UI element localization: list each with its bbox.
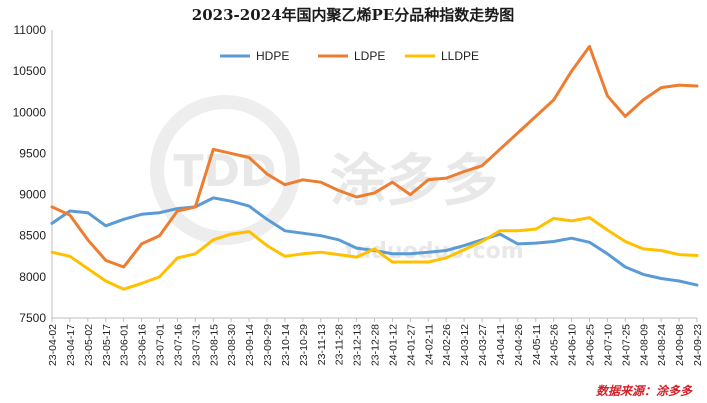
x-tick-label: 24-07-25 xyxy=(620,324,632,366)
x-tick-label: 23-04-02 xyxy=(47,324,59,366)
x-tick-label: 24-01-12 xyxy=(387,324,399,366)
axes: 7500 8000 8500 9000 9500 10000 10500 11000 23-04… xyxy=(13,23,704,366)
watermark-logo: TDD xyxy=(173,146,276,197)
x-tick-label: 24-06-25 xyxy=(585,324,597,366)
x-tick-label: 24-02-11 xyxy=(423,324,435,365)
y-tick-label: 8500 xyxy=(19,229,46,243)
x-tick-label: 24-07-10 xyxy=(602,324,614,366)
x-tick-label: 23-12-28 xyxy=(370,324,382,366)
y-tick-label: 10500 xyxy=(13,64,47,78)
x-tick-label: 24-03-12 xyxy=(459,324,471,366)
x-tick-label: 23-11-13 xyxy=(316,324,328,365)
x-tick-label: 23-11-28 xyxy=(334,324,346,365)
x-tick-label: 23-09-29 xyxy=(262,324,274,366)
x-tick-label: 24-02-26 xyxy=(441,324,453,366)
x-tick-label: 23-12-13 xyxy=(352,324,364,366)
x-tick-label: 23-08-30 xyxy=(226,324,238,366)
source-note: 数据来源：涂多多 xyxy=(596,384,693,398)
legend-hdpe-label: HDPE xyxy=(256,49,289,63)
x-tick-label: 23-08-15 xyxy=(208,324,220,366)
x-tick-label: 24-09-23 xyxy=(692,324,704,366)
x-tick-label: 24-01-27 xyxy=(405,324,417,366)
x-tick-label: 24-05-26 xyxy=(549,324,561,366)
y-tick-label: 9500 xyxy=(19,146,46,160)
series-line-lldpe xyxy=(50,216,699,291)
x-tick-label: 24-05-11 xyxy=(531,324,543,365)
x-tick-label: 24-04-26 xyxy=(513,324,525,366)
y-tick-label: 8000 xyxy=(19,270,46,284)
y-tick-label: 7500 xyxy=(19,311,46,325)
watermark: TDD 涂多多 tuduoduo.com xyxy=(150,95,524,264)
legend-ldpe-label: LDPE xyxy=(354,49,385,63)
y-tick-label: 9000 xyxy=(19,188,46,202)
legend: HDPE LDPE LLDPE xyxy=(220,49,479,63)
x-tick-label: 23-07-31 xyxy=(190,324,202,366)
series-line-ldpe xyxy=(50,45,699,269)
x-tick-label: 23-06-16 xyxy=(137,324,149,366)
x-tick-label: 23-10-14 xyxy=(280,324,292,366)
x-tick-label: 23-10-29 xyxy=(298,324,310,366)
y-tick-label: 11000 xyxy=(14,23,47,37)
series-layer xyxy=(50,45,699,291)
watermark-name: 涂多多 xyxy=(330,149,498,214)
x-tick-label: 24-04-11 xyxy=(495,324,507,365)
x-tick-label: 23-07-16 xyxy=(172,324,184,366)
x-tick-label: 23-07-01 xyxy=(155,324,167,366)
legend-lldpe-label: LLDPE xyxy=(441,49,479,63)
y-tick-label: 10000 xyxy=(13,105,47,119)
x-tick-label: 23-06-01 xyxy=(119,324,131,366)
x-tick-label: 23-09-14 xyxy=(244,324,256,366)
x-tick-label: 23-04-17 xyxy=(65,324,77,366)
x-tick-label: 24-06-10 xyxy=(567,324,579,366)
x-tick-label: 23-05-02 xyxy=(83,324,95,366)
x-tick-label: 24-08-09 xyxy=(638,324,650,366)
x-tick-label: 24-08-24 xyxy=(656,324,668,366)
x-tick-label: 24-09-08 xyxy=(674,324,686,366)
chart-title: 2023-2024年国内聚乙烯PE分品种指数走势图 xyxy=(192,6,514,24)
x-tick-label: 23-05-17 xyxy=(101,324,113,366)
x-tick-label: 24-03-27 xyxy=(477,324,489,366)
